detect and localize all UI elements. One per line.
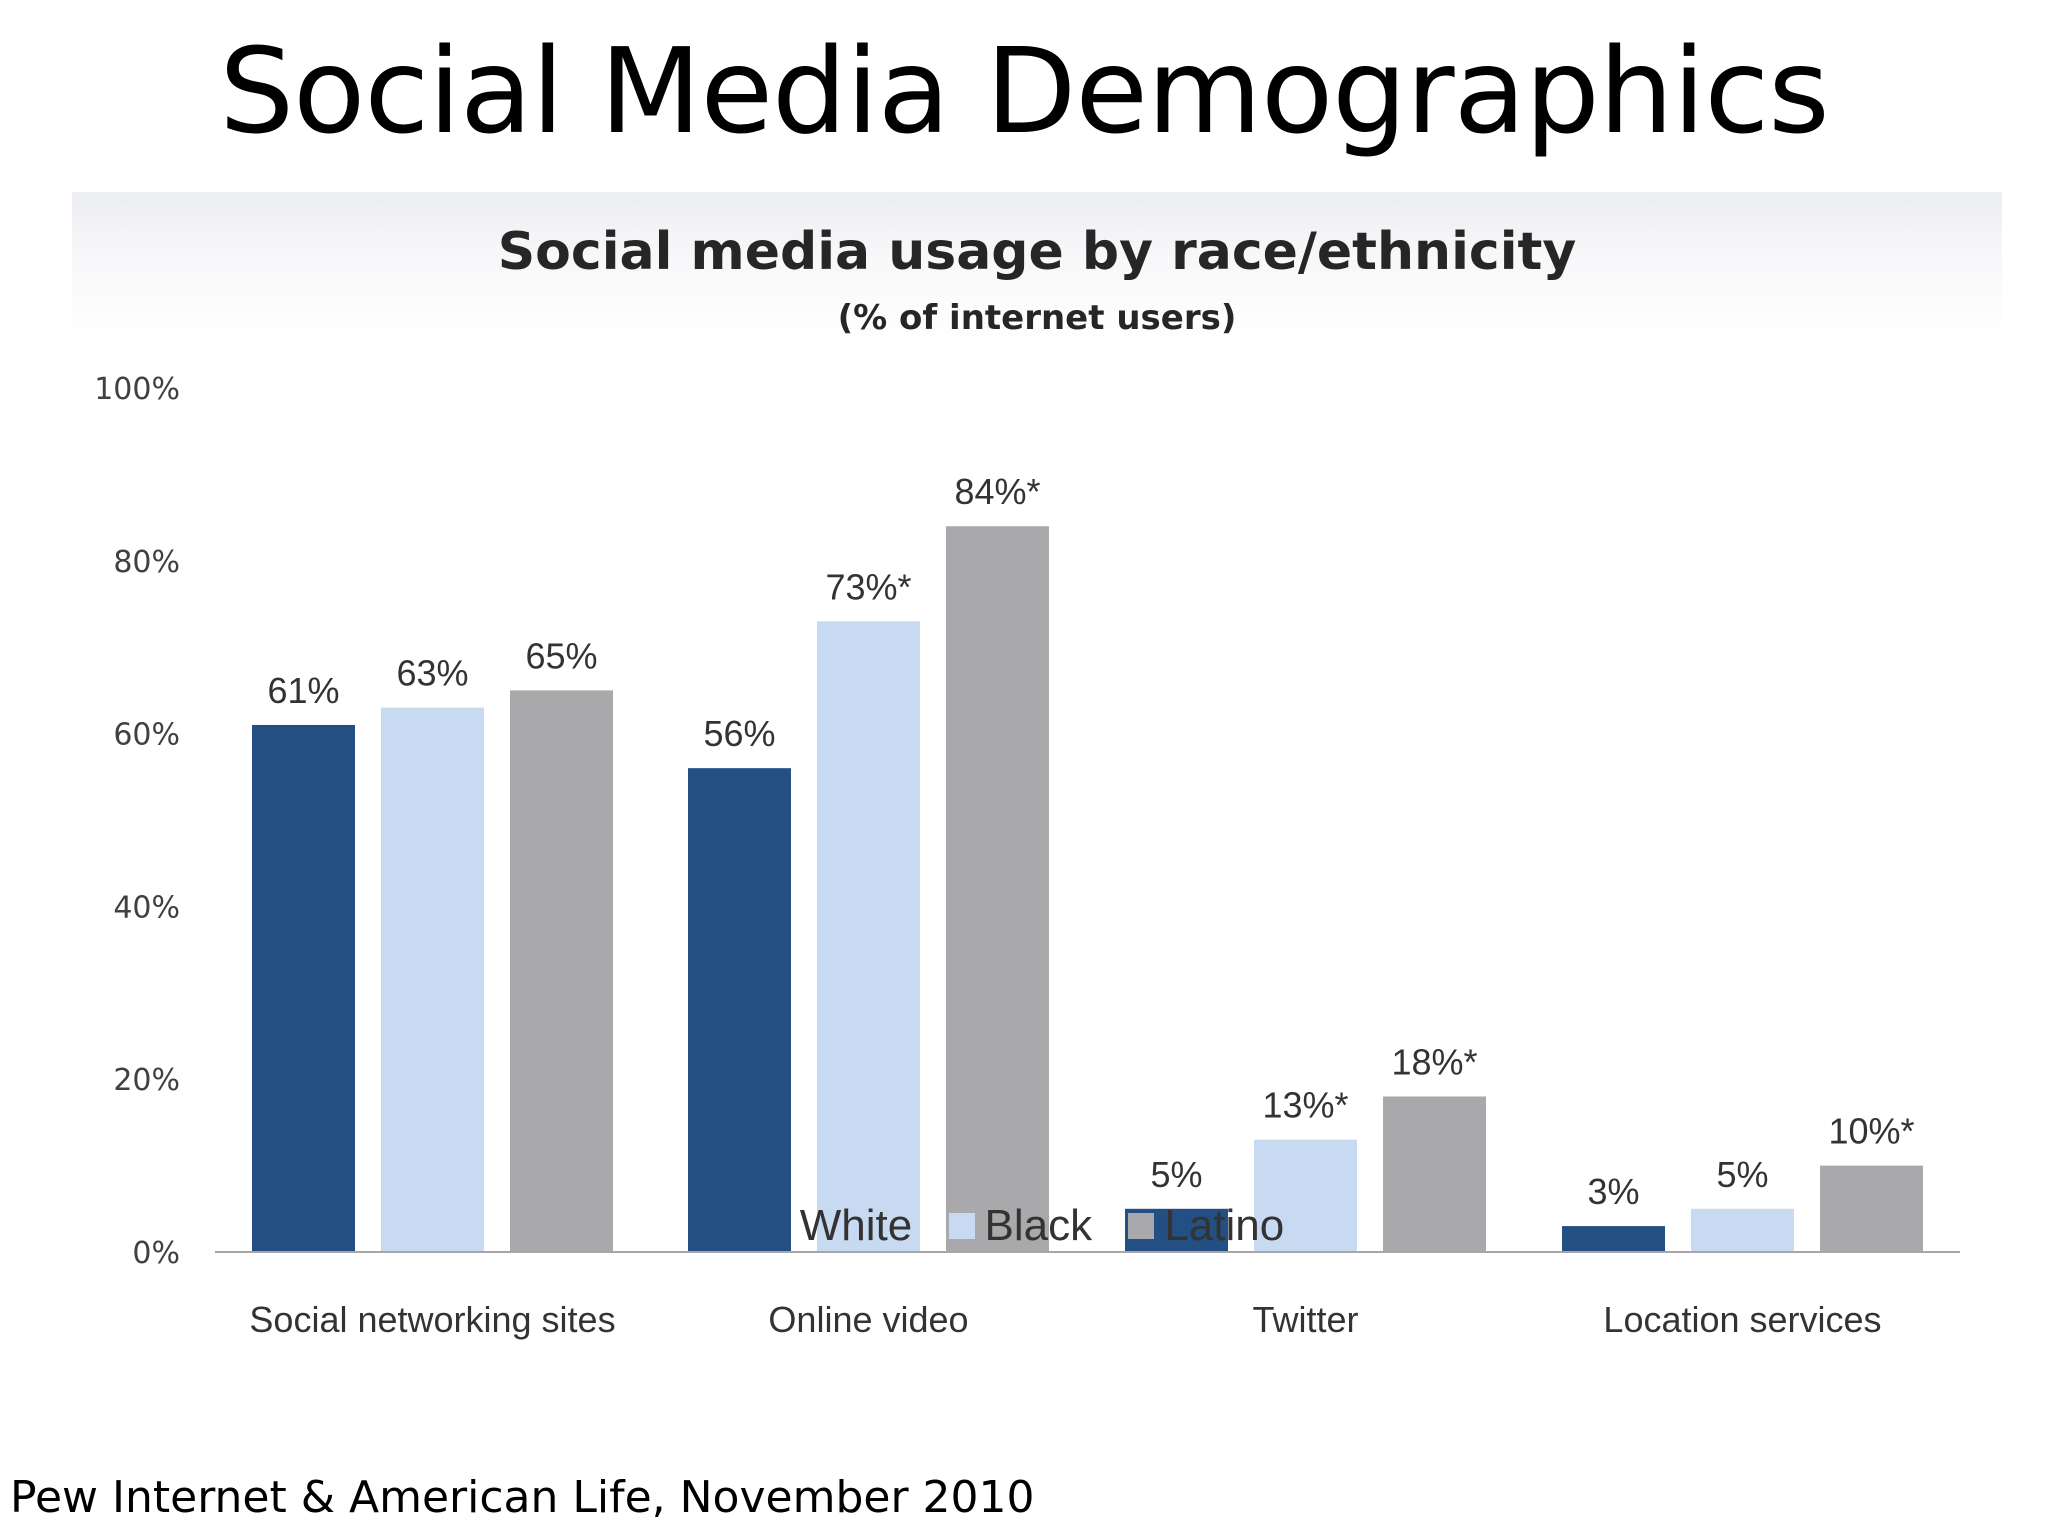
bar-online-video-latino (946, 526, 1049, 1252)
bar-location-services-black (1691, 1208, 1794, 1252)
bar-twitter-black (1254, 1139, 1357, 1252)
category-label-social-networking-sites: Social networking sites (249, 1299, 615, 1340)
y-tick-label-1: 20% (113, 1063, 180, 1098)
y-tick-label-0: 0% (132, 1236, 180, 1271)
category-label-online-video: Online video (768, 1299, 968, 1340)
legend-swatch-black (948, 1213, 975, 1239)
category-label-location-services: Location services (1603, 1299, 1881, 1340)
data-label-location-services-latino: 10%* (1828, 1111, 1914, 1152)
bar-location-services-white (1562, 1226, 1665, 1252)
y-tick-label-2: 40% (113, 890, 180, 925)
bar-location-services-latino (1820, 1165, 1923, 1252)
legend-item-white: White (763, 1201, 913, 1251)
bar-social-networking-sites-white (252, 724, 355, 1252)
bar-social-networking-sites-black (381, 707, 484, 1252)
y-tick-label-3: 60% (113, 718, 180, 753)
bar-online-video-black (817, 621, 920, 1252)
legend-label-latino: Latino (1164, 1201, 1285, 1250)
y-tick-label-5: 100% (94, 372, 180, 407)
legend-label-white: White (799, 1201, 913, 1250)
legend-item-latino: Latino (1128, 1201, 1284, 1251)
bar-social-networking-sites-latino (510, 690, 613, 1252)
data-label-twitter-white: 5% (1150, 1154, 1202, 1195)
chart-title: Social media usage by race/ethnicity (497, 222, 1577, 282)
data-label-online-video-black: 73%* (825, 566, 911, 607)
chart-subtitle: (% of internet users) (837, 298, 1237, 338)
data-label-social-networking-sites-latino: 65% (525, 635, 597, 676)
data-label-twitter-black: 13%* (1262, 1085, 1348, 1126)
data-label-online-video-latino: 84%* (954, 471, 1040, 512)
data-label-social-networking-sites-white: 61% (267, 670, 339, 711)
data-label-location-services-white: 3% (1587, 1171, 1639, 1212)
category-label-twitter: Twitter (1252, 1299, 1358, 1340)
data-label-social-networking-sites-black: 63% (396, 653, 468, 694)
legend-label-black: Black (984, 1201, 1093, 1250)
y-tick-label-4: 80% (113, 545, 180, 580)
data-label-location-services-black: 5% (1716, 1154, 1768, 1195)
bar-twitter-latino (1383, 1096, 1486, 1252)
data-label-twitter-latino: 18%* (1391, 1041, 1477, 1082)
legend-item-black: Black (948, 1201, 1093, 1251)
legend-swatch-white (763, 1213, 790, 1239)
legend: White Black Latino (0, 1200, 2048, 1251)
bar-chart: 0% 20% 40% 60% 80% 100% 61% 63% 65% Social networ… (94, 372, 1960, 1340)
bar-online-video-white (688, 768, 791, 1252)
legend-swatch-latino (1128, 1213, 1155, 1239)
data-label-online-video-white: 56% (703, 713, 775, 754)
source-citation: Pew Internet & American Life, November 2… (10, 1472, 1035, 1523)
slide-title: Social Media Demographics (219, 22, 1829, 160)
